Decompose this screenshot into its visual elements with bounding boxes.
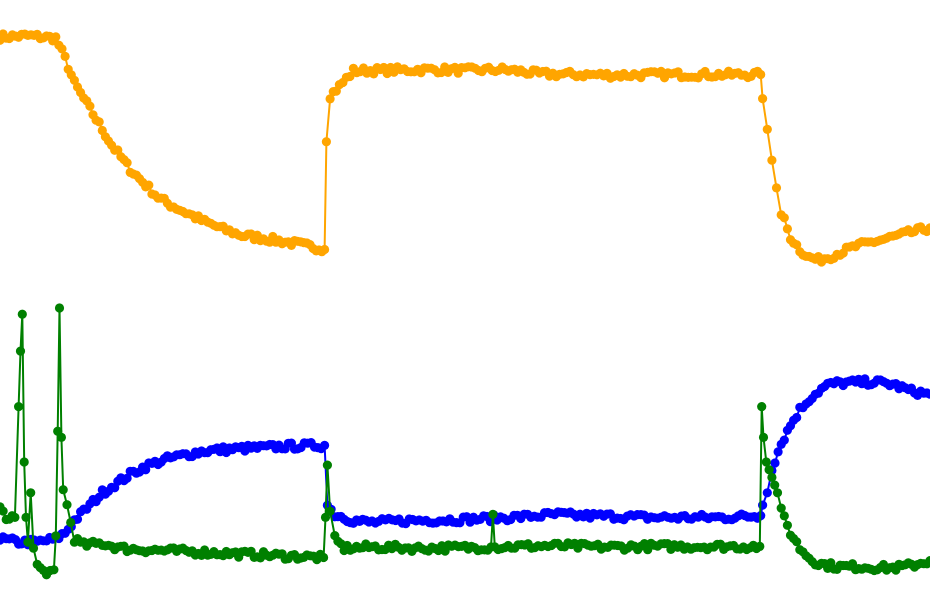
data-point	[51, 32, 61, 42]
data-point	[10, 512, 20, 523]
series-3	[0, 303, 930, 580]
data-point	[26, 488, 36, 498]
data-point	[488, 509, 498, 519]
data-point	[62, 500, 72, 510]
data-point	[782, 224, 793, 234]
data-point	[49, 565, 59, 575]
data-point	[15, 346, 26, 356]
data-point	[776, 503, 786, 513]
data-point	[782, 520, 793, 530]
data-point	[771, 183, 782, 193]
data-point	[14, 402, 24, 412]
data-point	[758, 94, 768, 104]
data-point	[56, 432, 66, 442]
data-point	[57, 44, 67, 54]
data-point	[755, 541, 765, 552]
data-point	[319, 552, 329, 563]
data-point	[345, 71, 355, 82]
data-point	[122, 473, 132, 483]
data-point	[325, 94, 335, 104]
data-point	[320, 440, 330, 450]
data-point	[925, 556, 930, 566]
data-point	[779, 511, 789, 521]
data-point	[772, 488, 783, 498]
data-point	[54, 303, 65, 313]
data-point	[773, 447, 783, 457]
data-point	[28, 543, 39, 553]
series-1	[0, 29, 930, 267]
data-point	[17, 309, 27, 319]
data-point	[792, 412, 802, 423]
data-point	[792, 537, 802, 547]
data-point	[779, 435, 789, 445]
data-point	[322, 460, 332, 470]
data-point	[764, 465, 774, 475]
data-point	[21, 512, 31, 523]
data-point	[761, 457, 771, 467]
data-point	[792, 240, 802, 250]
data-point	[762, 488, 772, 498]
data-point	[925, 389, 930, 399]
series-2	[0, 374, 930, 550]
data-point	[767, 472, 777, 482]
data-point	[60, 51, 70, 62]
data-point	[85, 101, 95, 111]
data-point	[320, 244, 330, 255]
data-point	[122, 158, 132, 168]
data-point	[58, 485, 68, 495]
data-point	[51, 531, 61, 541]
data-point	[770, 458, 780, 468]
data-point	[0, 506, 8, 516]
data-point	[757, 402, 767, 412]
data-point	[925, 223, 930, 233]
data-point	[19, 457, 29, 467]
data-point	[325, 506, 335, 516]
data-point	[779, 213, 789, 223]
data-point	[321, 137, 331, 147]
data-point	[767, 155, 777, 165]
data-point	[770, 480, 780, 490]
data-point	[23, 537, 33, 547]
data-point	[762, 124, 772, 134]
data-point	[756, 69, 766, 80]
data-point	[758, 432, 769, 442]
data-point	[66, 517, 76, 528]
data-point	[94, 117, 104, 127]
data-point	[144, 180, 154, 190]
